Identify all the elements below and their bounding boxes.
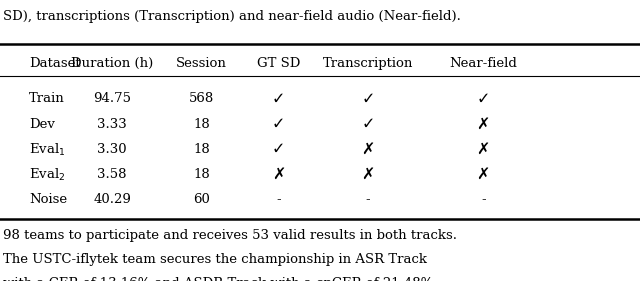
Text: ✓: ✓ xyxy=(272,91,285,106)
Text: 3.58: 3.58 xyxy=(97,168,127,181)
Text: 60: 60 xyxy=(193,193,210,206)
Text: SD), transcriptions (Transcription) and near-field audio (Near-field).: SD), transcriptions (Transcription) and … xyxy=(3,10,461,23)
Text: -: - xyxy=(365,193,371,206)
Text: 18: 18 xyxy=(193,168,210,181)
Text: Train: Train xyxy=(29,92,65,105)
Text: ✓: ✓ xyxy=(362,91,374,106)
Text: ✓: ✓ xyxy=(362,117,374,132)
Text: Near-field: Near-field xyxy=(449,57,517,70)
Text: ✗: ✗ xyxy=(477,117,490,132)
Text: Duration (h): Duration (h) xyxy=(71,57,153,70)
Text: Eval$_1$: Eval$_1$ xyxy=(29,141,65,158)
Text: Eval$_2$: Eval$_2$ xyxy=(29,167,65,183)
Text: Dataset: Dataset xyxy=(29,57,81,70)
Text: ✗: ✗ xyxy=(477,167,490,182)
Text: 98 teams to participate and receives 53 valid results in both tracks.: 98 teams to participate and receives 53 … xyxy=(3,229,457,242)
Text: Noise: Noise xyxy=(29,193,67,206)
Text: The USTC-iflytek team secures the championship in ASR Track: The USTC-iflytek team secures the champi… xyxy=(3,253,428,266)
Text: Dev: Dev xyxy=(29,118,54,131)
Text: 94.75: 94.75 xyxy=(93,92,131,105)
Text: ✗: ✗ xyxy=(362,167,374,182)
Text: Session: Session xyxy=(176,57,227,70)
Text: ✓: ✓ xyxy=(477,91,490,106)
Text: 18: 18 xyxy=(193,143,210,156)
Text: ✗: ✗ xyxy=(477,142,490,157)
Text: ✗: ✗ xyxy=(272,167,285,182)
Text: 40.29: 40.29 xyxy=(93,193,131,206)
Text: 3.33: 3.33 xyxy=(97,118,127,131)
Text: -: - xyxy=(276,193,281,206)
Text: ✓: ✓ xyxy=(272,117,285,132)
Text: 18: 18 xyxy=(193,118,210,131)
Text: with a CER of 13.16% and ASDR Track with a cpCER of 21.48%,: with a CER of 13.16% and ASDR Track with… xyxy=(3,277,438,281)
Text: GT SD: GT SD xyxy=(257,57,300,70)
Text: ✓: ✓ xyxy=(272,142,285,157)
Text: 3.30: 3.30 xyxy=(97,143,127,156)
Text: ✗: ✗ xyxy=(362,142,374,157)
Text: Transcription: Transcription xyxy=(323,57,413,70)
Text: -: - xyxy=(481,193,486,206)
Text: 568: 568 xyxy=(189,92,214,105)
